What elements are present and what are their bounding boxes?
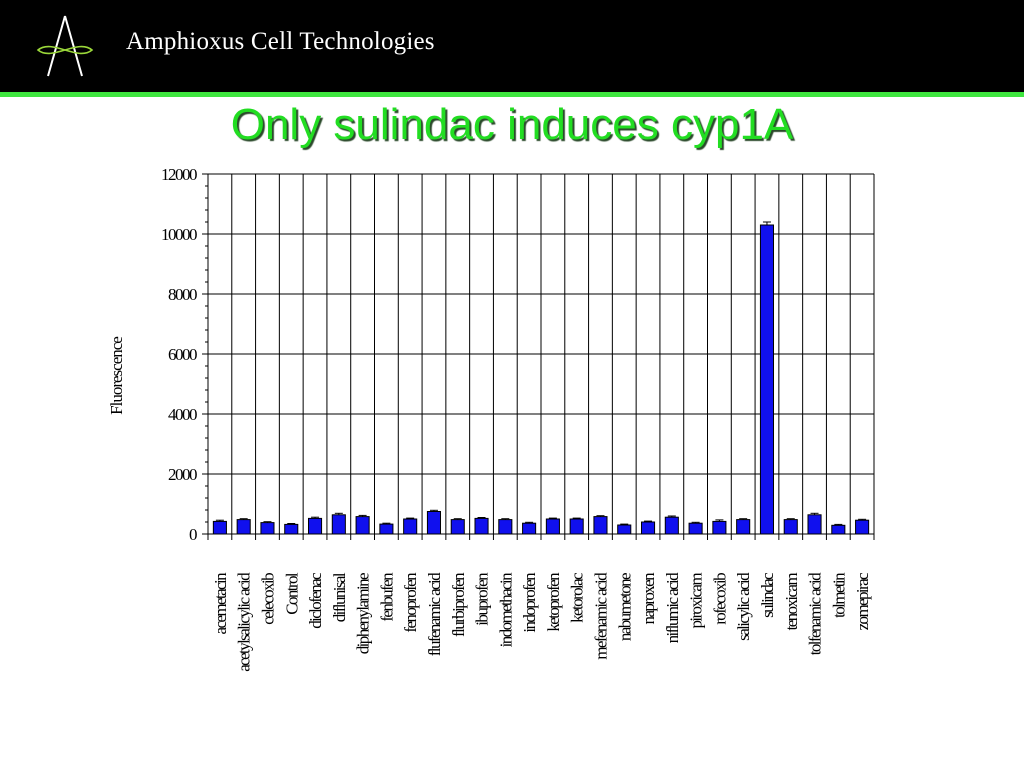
bar [260, 522, 275, 535]
bar [593, 516, 608, 535]
bar [379, 523, 394, 535]
y-tick-label: 4000 [168, 405, 197, 424]
bar [807, 514, 822, 535]
bars-layer [212, 221, 870, 535]
bar [688, 522, 703, 535]
x-tick-label: tolmetin [829, 572, 848, 618]
company-name: Amphioxus Cell Technologies [126, 28, 435, 55]
header-divider [0, 92, 1024, 97]
bar [450, 519, 465, 535]
y-axis-label: Fluorescence [107, 337, 126, 415]
header-bar [0, 0, 1024, 92]
slide-title: Only sulindac induces cyp1A [230, 100, 794, 149]
x-tick-label: salicylic acid [734, 572, 753, 641]
bar [474, 517, 489, 535]
x-tick-label: ketorolac [568, 572, 587, 623]
x-tick-label: Control [282, 572, 301, 615]
x-tick-label: ketoprofen [544, 572, 563, 632]
bar [736, 519, 751, 535]
x-tick-label: indomethacin [496, 572, 515, 647]
x-tick-label: mefenamic acid [591, 572, 610, 660]
x-tick-label: celecoxib [258, 573, 277, 625]
y-tick-label: 0 [189, 525, 197, 544]
x-tick-label: tenoxicam [782, 573, 801, 631]
bar [831, 524, 846, 535]
x-tick-label: zomepirac [853, 572, 872, 630]
x-tick-label: nabumetone [615, 573, 634, 641]
bar [640, 521, 656, 535]
x-tick-label: sulindac [758, 572, 777, 618]
bar [236, 519, 251, 535]
bar [331, 514, 346, 535]
bar [783, 519, 798, 535]
axes-layer: 0 2000 4000 6000 8000 10000 12000 acemetacin ace… [161, 165, 875, 672]
y-tick-label: 12000 [161, 165, 197, 184]
y-tick-label: 10000 [161, 225, 197, 244]
y-tick-label: 6000 [168, 345, 197, 364]
x-tick-label: fenoprofen [401, 572, 420, 633]
amphioxus-logo-icon [34, 14, 96, 83]
x-tick-label: diflunisal [330, 572, 349, 622]
x-tick-label: piroxicam [687, 573, 706, 629]
bar [307, 517, 323, 535]
x-tick-label: diphenylamine [354, 573, 373, 654]
bar [569, 518, 584, 535]
bar [498, 519, 513, 535]
bar [212, 520, 227, 535]
bar [664, 516, 679, 535]
x-tick-label: indoprofen [520, 572, 539, 633]
x-tick-label: naproxen [639, 572, 658, 625]
bar [522, 522, 537, 535]
bar [617, 524, 632, 535]
bar [759, 224, 775, 535]
grid-layer [208, 173, 874, 534]
bar [712, 520, 727, 535]
bar [284, 523, 299, 535]
y-tick-label: 2000 [168, 465, 197, 484]
bar [426, 511, 442, 535]
x-tick-label: niflumic acid [663, 572, 682, 643]
x-tick-label: tolfenamic acid [806, 572, 825, 655]
bar [545, 518, 560, 535]
bar [403, 518, 418, 535]
bar [355, 516, 370, 535]
x-tick-label: acetylsalicylic acid [235, 572, 254, 672]
x-tick-label: rofecoxib [710, 573, 729, 625]
x-tick-label: acemetacin [211, 572, 230, 635]
x-tick-label: ibuprofen [473, 572, 492, 626]
bar [855, 519, 870, 535]
x-tick-label: diclofenac [306, 572, 325, 629]
x-tick-label: flurbiprofen [449, 572, 468, 637]
y-tick-label: 8000 [168, 285, 197, 304]
x-tick-label: flufenamic acid [425, 572, 444, 656]
x-tick-label: fenbufen [377, 572, 396, 622]
